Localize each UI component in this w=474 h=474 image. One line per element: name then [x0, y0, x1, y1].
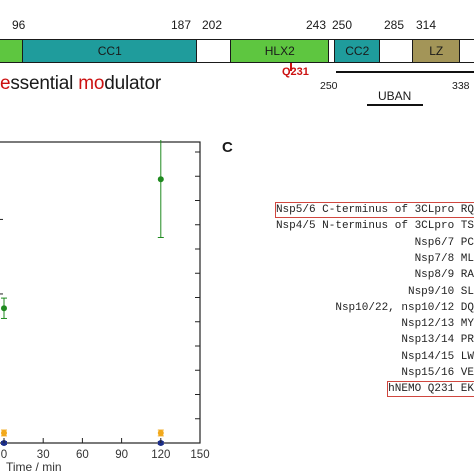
x-tick-label: 150: [190, 449, 209, 461]
cleavage-row: Nsp10/22, nsp10/12 DQ: [335, 301, 474, 315]
cleavage-row: Nsp12/13 MY: [401, 317, 474, 331]
cleavage-site-name: Nsp6/7: [414, 236, 455, 249]
cleavage-row: Nsp6/7 PC: [415, 236, 474, 250]
cleavage-row: Nsp9/10 SL: [408, 285, 474, 299]
x-tick-label: 90: [115, 449, 128, 461]
cleavage-site-name: Nsp9/10: [407, 285, 455, 298]
domain-hlx2: HLX2: [230, 39, 330, 63]
time-course-plot: 0 30 60 90 120 150 Time / min: [0, 140, 210, 474]
plot-frame: [0, 141, 201, 444]
data-point: [1, 429, 7, 436]
cleavage-site-name: Nsp12/13: [401, 318, 455, 331]
x-tick-label: 30: [37, 449, 50, 461]
uban-start: 250: [320, 80, 338, 92]
protein-name-part: e: [0, 73, 11, 94]
cleavage-site-name: Nsp15/16: [401, 367, 455, 379]
domain-spacer: [459, 39, 474, 63]
cleavage-site-name: Nsp13/14: [401, 334, 455, 347]
domain-cc1: CC1: [22, 39, 198, 63]
cleavage-site-name: Nsp5/6 C-terminus of: [275, 204, 408, 216]
cleavage-row: Nsp15/16 VE: [401, 366, 474, 380]
cleavage-site-name: Nsp14/15: [401, 350, 455, 363]
cleavage-sequence: PC: [460, 236, 474, 249]
domain-spacer: [379, 39, 414, 63]
data-point: [157, 429, 164, 436]
cleavage-sequence: PR: [460, 334, 474, 347]
x-tick-label: 60: [76, 449, 89, 461]
boundary-number: 314: [416, 18, 437, 32]
cleavage-sequence: DQ: [460, 301, 474, 314]
cleavage-sequence: VE: [460, 367, 474, 379]
cleavage-site-name: Nsp8/9: [414, 269, 455, 282]
protein-name-part: ssential: [10, 73, 79, 94]
boundary-number: 243: [306, 18, 327, 32]
data-point: [157, 176, 164, 183]
data-point: [1, 305, 7, 312]
cleavage-site-name: Nsp10/22, nsp10/12: [335, 301, 455, 314]
uban-label: UBAN: [378, 89, 412, 103]
mutation-marker: [290, 63, 292, 71]
uban-range-bar: [336, 71, 474, 73]
boundary-number: 187: [171, 18, 192, 32]
cleavage-row: Nsp8/9 RA: [415, 268, 474, 282]
cleavage-sequence: LW: [460, 350, 474, 363]
cleavage-sequence: EK: [460, 383, 474, 396]
cleavage-sequence: MY: [460, 318, 474, 331]
domain-spacer: [196, 39, 232, 63]
cleavage-site-name: Nsp7/8: [414, 252, 455, 265]
cleavage-sequence: 3CLpro TS: [414, 220, 474, 233]
x-tick-label: 0: [1, 449, 7, 461]
cleavage-row-highlighted: hNEMO Q231 EK: [387, 381, 474, 398]
cleavage-row: Nsp4/5 N-terminus of 3CLpro TS: [276, 219, 474, 233]
cleavage-row-highlighted: Nsp5/6 C-terminus of 3CLpro RQ: [274, 202, 474, 218]
uban-end: 338: [452, 80, 470, 92]
domain-cc2: CC2: [334, 39, 381, 63]
cleavage-sequence: RA: [460, 269, 474, 282]
cleavage-row: Nsp14/15 LW: [401, 350, 474, 364]
cleavage-row: Nsp13/14 PR: [401, 333, 474, 347]
mutation-label: Q231: [282, 66, 309, 78]
cleavage-site-name: hNEMO Q231: [388, 383, 455, 396]
domain-spacer: [0, 39, 24, 63]
domain-lz: LZ: [412, 39, 461, 63]
boundary-number: 96: [12, 18, 26, 32]
boundary-number: 202: [202, 18, 223, 32]
boundary-number: 250: [332, 18, 353, 32]
protein-name-part: mo: [78, 73, 105, 94]
x-axis-title: Time / min: [6, 460, 62, 474]
uban-domain-bar: [367, 104, 423, 106]
protein-name: essential modulator: [0, 73, 161, 95]
cleavage-sequence: SL: [460, 285, 474, 298]
cleavage-sequence: 3CLpro RQ: [414, 204, 474, 216]
protein-name-part: dulator: [104, 73, 161, 94]
cleavage-sequence: ML: [460, 252, 474, 265]
boundary-number: 285: [384, 18, 405, 32]
cleavage-site-name: Nsp4/5 N-terminus of: [275, 220, 408, 233]
x-tick-label: 120: [151, 449, 170, 461]
cleavage-row: Nsp7/8 ML: [415, 252, 474, 266]
nemo-domain-diagram: CC1 HLX2 CC2 LZ: [0, 39, 474, 65]
panel-c-letter: C: [222, 139, 233, 156]
